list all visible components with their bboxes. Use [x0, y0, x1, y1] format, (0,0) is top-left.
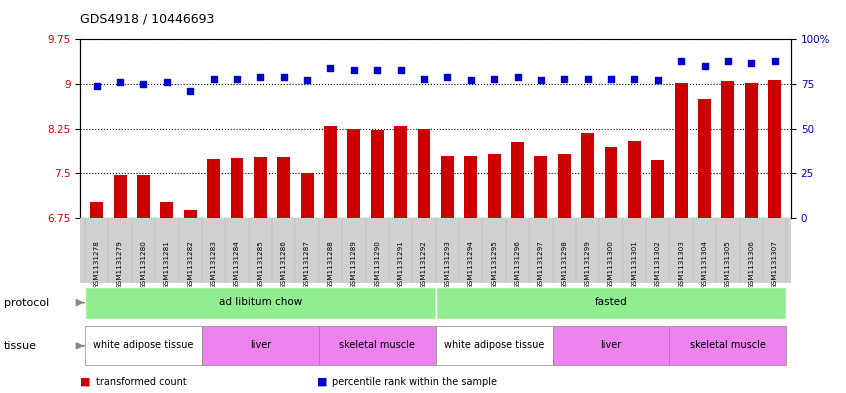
Point — [371, 66, 384, 73]
Bar — [436, 287, 786, 318]
Point — [230, 75, 244, 82]
Text: ■: ■ — [80, 377, 91, 387]
Point — [534, 77, 547, 84]
Bar — [91, 202, 103, 218]
Bar — [581, 133, 594, 218]
Text: ad libitum chow: ad libitum chow — [219, 297, 302, 307]
Bar — [605, 147, 618, 218]
Bar — [202, 326, 319, 365]
Bar — [85, 287, 436, 318]
Bar — [535, 156, 547, 218]
Point — [651, 77, 664, 84]
Bar — [277, 157, 290, 218]
Bar — [254, 157, 266, 218]
Text: liver: liver — [250, 340, 271, 350]
Point — [674, 58, 688, 64]
Text: percentile rank within the sample: percentile rank within the sample — [332, 377, 497, 387]
Bar — [511, 142, 524, 218]
Text: tissue: tissue — [4, 341, 37, 351]
Point — [300, 77, 314, 84]
Bar — [628, 141, 640, 218]
Point — [744, 59, 758, 66]
Text: GDS4918 / 10446693: GDS4918 / 10446693 — [80, 13, 215, 26]
Bar — [651, 160, 664, 218]
Point — [324, 65, 338, 71]
Bar — [231, 158, 244, 218]
Point — [417, 75, 431, 82]
Point — [721, 58, 734, 64]
Bar — [371, 130, 384, 218]
Bar — [161, 202, 173, 218]
Bar — [768, 80, 781, 218]
Point — [90, 83, 103, 89]
Text: ■: ■ — [317, 377, 327, 387]
Bar — [744, 83, 758, 218]
Text: liver: liver — [601, 340, 622, 350]
Bar — [675, 83, 688, 218]
Point — [604, 75, 618, 82]
Bar — [137, 174, 150, 218]
Bar — [394, 126, 407, 218]
Text: transformed count: transformed count — [96, 377, 186, 387]
Point — [184, 88, 197, 94]
Bar — [319, 326, 436, 365]
Bar — [722, 81, 734, 218]
Bar — [418, 129, 431, 218]
Bar — [324, 126, 337, 218]
Bar — [487, 154, 501, 218]
Point — [464, 77, 477, 84]
Bar — [207, 158, 220, 218]
Bar — [558, 154, 571, 218]
Bar — [184, 210, 196, 218]
Text: skeletal muscle: skeletal muscle — [339, 340, 415, 350]
Bar — [436, 326, 552, 365]
Bar — [300, 173, 314, 218]
Point — [628, 75, 641, 82]
Point — [558, 75, 571, 82]
Point — [113, 79, 127, 85]
Bar — [348, 129, 360, 218]
Point — [698, 63, 711, 69]
Point — [254, 74, 267, 80]
Text: white adipose tissue: white adipose tissue — [444, 340, 544, 350]
Text: white adipose tissue: white adipose tissue — [93, 340, 194, 350]
Point — [394, 66, 408, 73]
Point — [137, 81, 151, 87]
Bar — [669, 326, 786, 365]
Point — [487, 75, 501, 82]
Point — [160, 79, 173, 85]
Text: fasted: fasted — [595, 297, 628, 307]
Bar — [698, 99, 711, 218]
Point — [441, 74, 454, 80]
Text: protocol: protocol — [4, 298, 49, 308]
Bar — [85, 326, 202, 365]
Point — [277, 74, 290, 80]
Point — [768, 58, 782, 64]
Bar — [113, 174, 127, 218]
Text: skeletal muscle: skeletal muscle — [690, 340, 766, 350]
Bar — [441, 156, 453, 218]
Point — [347, 66, 360, 73]
Point — [581, 75, 595, 82]
Bar — [552, 326, 669, 365]
Bar — [464, 156, 477, 218]
Point — [511, 74, 525, 80]
Point — [206, 75, 220, 82]
